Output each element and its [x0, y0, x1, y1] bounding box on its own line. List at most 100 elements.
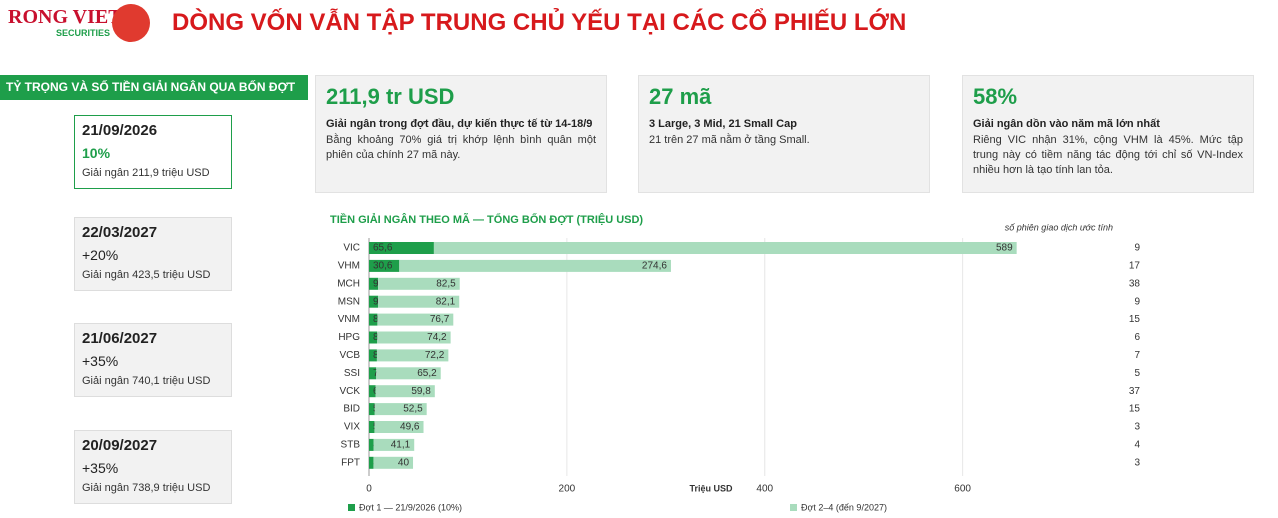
chart-title: TIỀN GIẢI NGÂN THEO MÃ — TỔNG BỐN ĐỢT (T…	[330, 212, 643, 226]
bar-segment	[374, 421, 424, 433]
x-tick-label: 400	[756, 484, 773, 495]
side-label: TỶ TRỌNG VÀ SỐ TIỀN GIẢI NGÂN QUA BỐN ĐỢ…	[0, 75, 308, 100]
bar-segment	[375, 385, 435, 398]
stage-note: Giải ngân 423,5 triệu USD	[82, 269, 211, 281]
value-label: 30,6	[373, 261, 393, 272]
y-tick-label: VIX	[344, 422, 360, 433]
value-label: 76,7	[430, 314, 450, 325]
sessions-value: 15	[1129, 314, 1141, 325]
bar-segment	[369, 277, 379, 290]
bar-segment	[369, 421, 375, 433]
sessions-value: 37	[1129, 386, 1141, 397]
bar-segment	[369, 367, 377, 380]
y-tick-label: VCK	[339, 386, 360, 397]
sessions-value: 9	[1134, 296, 1140, 307]
legend-label: Đợt 2–4 (đến 9/2027)	[801, 502, 887, 512]
value-label: 82,5	[436, 278, 456, 289]
value-label: 65,6	[373, 243, 393, 254]
bar-segment	[399, 259, 671, 272]
stat-value: 58%	[973, 84, 1018, 109]
y-tick-label: VIC	[343, 243, 360, 254]
bar-segment	[369, 331, 378, 344]
x-tick-label: 600	[954, 484, 971, 495]
stage-card: 21/06/2027 +35% Giải ngân 740,1 triệu USD	[74, 323, 232, 397]
stat-value: 211,9 tr USD	[326, 84, 455, 109]
stat-subtitle: Giải ngân trong đợt đầu, dự kiến thực tế…	[326, 118, 593, 130]
value-label: 52,5	[403, 404, 423, 415]
stage-date: 22/03/2027	[82, 224, 158, 241]
stat-text: Riêng VIC nhận 31%, cộng VHM là 45%. Mức…	[973, 134, 1243, 176]
y-tick-label: SSI	[344, 368, 360, 379]
sessions-value: 7	[1134, 350, 1140, 361]
stage-pct: +35%	[82, 353, 119, 369]
chart: TIỀN GIẢI NGÂN THEO MÃ — TỔNG BỐN ĐỢT (T…	[330, 212, 1141, 512]
bar-segment	[369, 349, 377, 362]
bar-segment	[376, 367, 441, 380]
sessions-value: 6	[1134, 332, 1140, 343]
stat-text: 21 trên 27 mã nằm ở tầng Small.	[649, 134, 810, 146]
sessions-label: số phiên giao dịch ước tính	[1005, 222, 1113, 232]
x-axis-label: Triệu USD	[689, 483, 733, 493]
y-tick-label: VHM	[338, 261, 360, 272]
bar-segment	[369, 438, 374, 451]
sessions-value: 5	[1134, 368, 1140, 379]
bar-segment	[369, 242, 434, 254]
legend-swatch	[790, 504, 797, 511]
y-tick-label: FPT	[341, 457, 360, 468]
stat-value: 27 mã	[649, 84, 712, 109]
bar-segment	[378, 295, 460, 308]
bar-segment	[374, 403, 427, 416]
y-tick-label: STB	[341, 440, 361, 451]
bar-segment	[377, 331, 451, 344]
stage-date: 21/09/2026	[82, 122, 158, 139]
stage-date: 20/09/2027	[82, 437, 158, 454]
stat-text: Bằng khoảng 70% giá trị khớp lệnh bình q…	[326, 134, 596, 161]
value-label: 274,6	[642, 261, 667, 272]
sessions-value: 3	[1134, 457, 1140, 468]
stage-pct: +35%	[82, 460, 119, 476]
stat-subtitle: 3 Large, 3 Mid, 21 Small Cap	[649, 118, 797, 130]
legend-swatch	[348, 504, 355, 511]
stage-date: 21/06/2027	[82, 330, 158, 347]
legend-label: Đợt 1 — 21/9/2026 (10%)	[359, 502, 462, 512]
stage-pct: 10%	[82, 145, 111, 161]
y-tick-label: VCB	[339, 350, 360, 361]
stage-note: Giải ngân 738,9 triệu USD	[82, 482, 211, 494]
bar-segment	[369, 385, 376, 398]
x-tick-label: 200	[559, 484, 576, 495]
y-tick-label: BID	[343, 404, 360, 415]
value-label: 72,2	[425, 350, 445, 361]
bar-segment	[369, 259, 400, 272]
value-label: 8	[373, 350, 379, 361]
value-label: 40	[398, 457, 410, 468]
stat-subtitle: Giải ngân dồn vào năm mã lớn nhất	[973, 118, 1160, 130]
value-label: 49,6	[400, 422, 420, 433]
stage-note: Giải ngân 740,1 triệu USD	[82, 375, 211, 387]
bar-segment	[369, 313, 378, 326]
logo: RONG VIET	[8, 6, 122, 28]
sessions-value: 17	[1129, 261, 1141, 272]
x-tick-label: 0	[366, 484, 372, 495]
bar-segment	[373, 456, 414, 469]
bar-segment	[369, 295, 379, 308]
bar-segment	[433, 242, 1017, 254]
bar-segment	[373, 438, 415, 451]
bar-segment	[376, 349, 449, 362]
sessions-value: 15	[1129, 404, 1141, 415]
value-label: 41,1	[391, 440, 411, 451]
value-label: 74,2	[427, 332, 447, 343]
stage-card: 21/09/2026 10% Giải ngân 211,9 triệu USD	[74, 115, 232, 189]
stat-box: 58% Giải ngân dồn vào năm mã lớn nhất Riên…	[962, 75, 1254, 193]
stage-card: 22/03/2027 +20% Giải ngân 423,5 triệu USD	[74, 217, 232, 291]
value-label: 59,8	[411, 386, 431, 397]
bar-segment	[378, 277, 460, 290]
bar-segment	[377, 313, 454, 326]
logo-emblem	[112, 4, 150, 42]
stage-pct: +20%	[82, 247, 119, 263]
y-tick-label: HPG	[338, 332, 360, 343]
stat-box: 211,9 tr USD Giải ngân trong đợt đầu, dự …	[315, 75, 607, 193]
stat-box: 27 mã 3 Large, 3 Mid, 21 Small Cap 21 trên…	[638, 75, 930, 193]
sessions-value: 4	[1134, 440, 1140, 451]
logo-sub: SECURITIES	[56, 28, 111, 38]
